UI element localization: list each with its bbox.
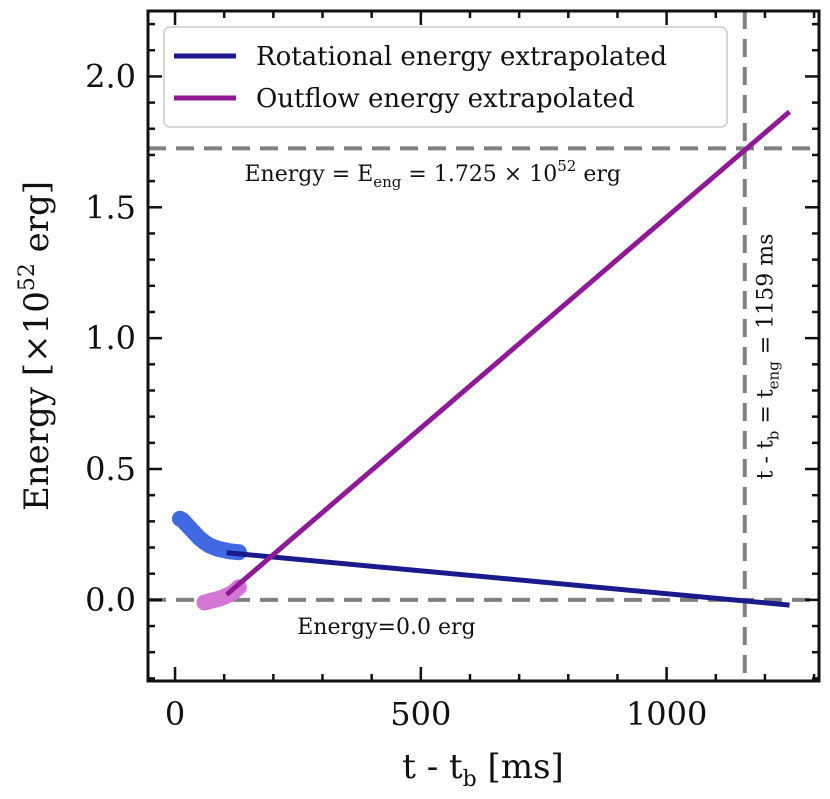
annotation-engine-energy: Energy = Eeng = 1.725 × 1052 erg <box>245 157 621 191</box>
x-tick-label: 500 <box>390 695 451 733</box>
x-tick-label: 0 <box>165 695 185 733</box>
annotation-engine-time: t - tb = teng = 1159 ms <box>753 234 782 480</box>
legend-label-outflow: Outflow energy extrapolated <box>256 84 635 114</box>
y-tick-label: 0.5 <box>85 450 136 488</box>
y-tick-label: 2.0 <box>85 57 136 95</box>
y-tick-label: 1.0 <box>85 319 136 357</box>
outflow-energy-line <box>225 109 792 597</box>
legend: Rotational energy extrapolated Outflow e… <box>163 26 728 128</box>
rotational-energy-points <box>171 510 247 561</box>
rotational-energy-line <box>226 550 790 608</box>
y-tick-labels: 0.0 0.5 1.0 1.5 2.0 <box>85 57 136 618</box>
plot-frame <box>146 9 821 683</box>
axis-ticks <box>148 11 819 681</box>
annotation-zero-energy: Energy=0.0 erg <box>297 615 475 640</box>
x-tick-labels: 0 500 1000 <box>165 695 707 733</box>
legend-label-rotational: Rotational energy extrapolated <box>256 42 667 72</box>
x-axis-title: t - tb [ms] <box>402 747 564 792</box>
y-tick-label: 0.0 <box>85 581 136 619</box>
legend-box <box>163 26 728 128</box>
x-tick-label: 1000 <box>626 695 707 733</box>
y-tick-label: 1.5 <box>85 188 136 226</box>
y-axis-title: Energy [×1052 erg] <box>15 181 57 511</box>
